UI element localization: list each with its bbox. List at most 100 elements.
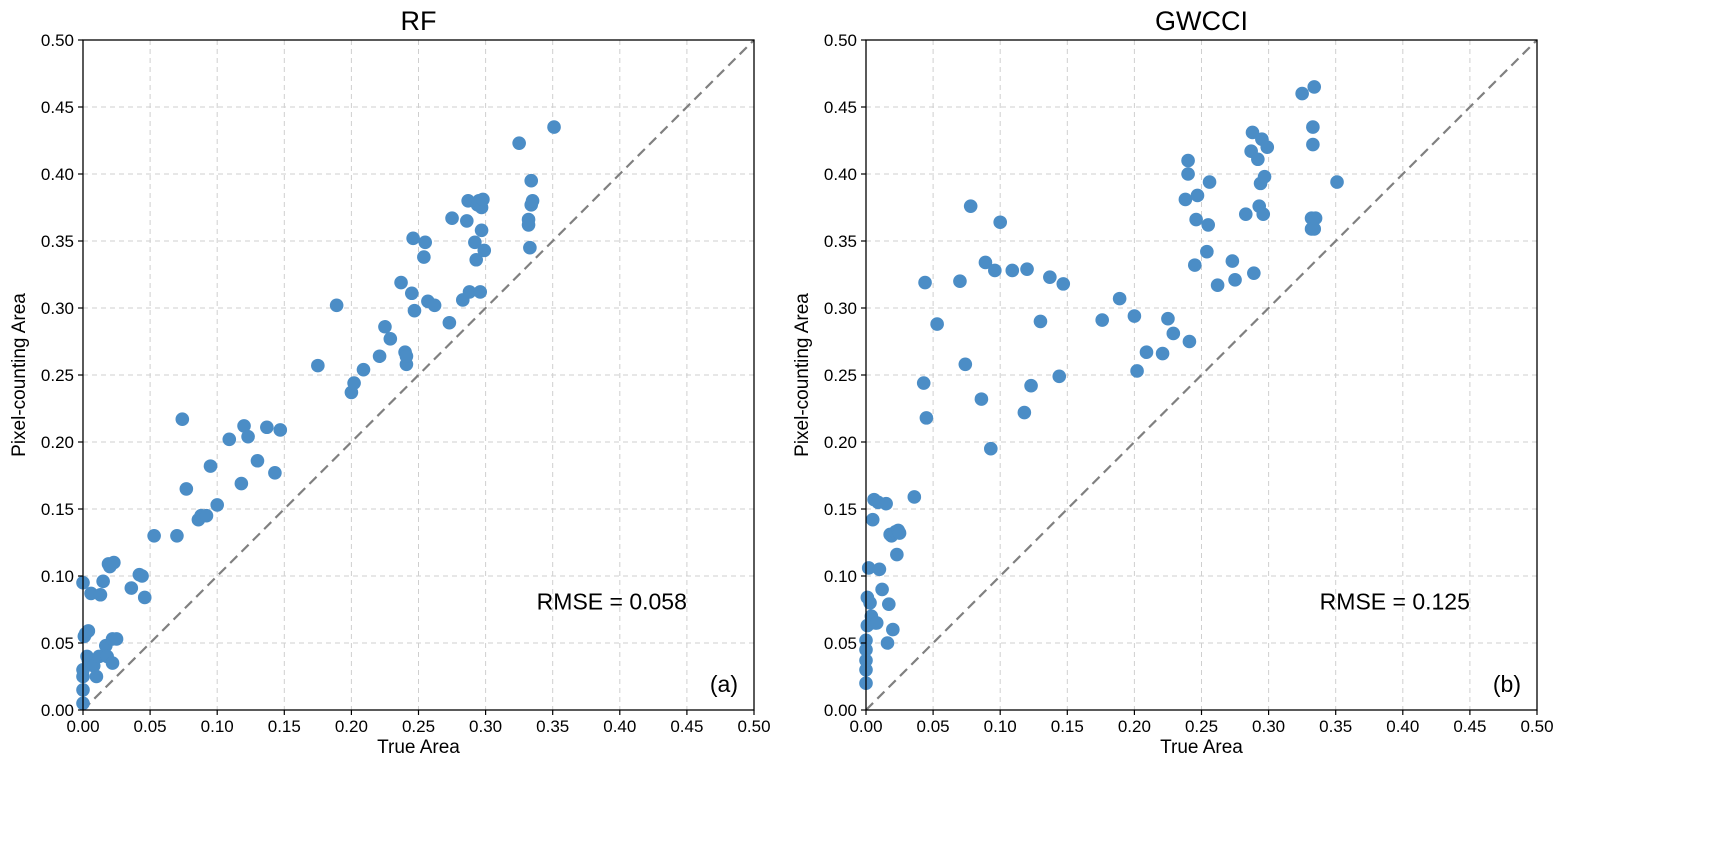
data-point (1225, 254, 1240, 268)
data-point (329, 298, 344, 313)
data-point (356, 362, 371, 377)
data-point (399, 349, 414, 364)
data-point (234, 476, 249, 491)
y-tick-label: 0.30 (41, 299, 74, 318)
panel-a: 0.000.00 0.05 0.05 0.10 0.10 0.15 0.15 0.20 0.20… (9, 6, 771, 758)
data-point (1187, 258, 1202, 272)
data-point (477, 243, 492, 258)
data-point (89, 669, 104, 684)
y-tick-label: 0.50 (824, 31, 857, 50)
data-point (378, 319, 392, 334)
data-point (203, 459, 218, 473)
data-point (1033, 314, 1048, 329)
y-tick-label: 0.00 (824, 701, 857, 720)
y-tick-label: 0.05 (824, 634, 857, 653)
y-tick-label: 0.45 (824, 98, 857, 117)
y-tick-label: 0.00 (41, 701, 74, 720)
data-point (993, 215, 1007, 230)
data-point (886, 622, 900, 637)
data-point (417, 250, 431, 264)
y-tick-label: 0.40 (824, 165, 857, 184)
x-tick-label: 0.50 (737, 717, 770, 736)
y-axis-label: Pixel-counting Area (9, 293, 30, 457)
data-point (241, 429, 255, 444)
data-point (953, 274, 967, 289)
x-tick-label: 0.05 (134, 717, 167, 736)
data-point (875, 582, 889, 597)
data-point (1306, 120, 1320, 134)
data-point (81, 624, 96, 638)
data-point (963, 199, 978, 213)
x-tick-label: 0.30 (1252, 717, 1285, 736)
data-point (107, 555, 121, 570)
data-point (273, 423, 288, 437)
data-point (442, 315, 457, 330)
x-tick-label: 0.45 (670, 717, 703, 736)
data-point (394, 275, 408, 290)
rmse-annotation: RMSE = 0.125 (1320, 589, 1470, 615)
data-point (109, 632, 124, 646)
data-point (347, 376, 361, 390)
y-tick-label: 0.25 (41, 366, 74, 385)
x-tick-label: 0.40 (603, 717, 636, 736)
data-point (930, 317, 944, 331)
data-point (210, 498, 224, 512)
data-point (383, 332, 398, 346)
y-axis-label: Pixel-counting Area (792, 293, 813, 457)
data-point (179, 482, 194, 496)
axis-ticks: 0.000.00 0.05 0.05 0.10 0.10 0.15 0.15 0.20 0.20… (41, 31, 771, 736)
data-point (1155, 346, 1170, 361)
x-tick-label: 0.10 (984, 717, 1017, 736)
y-tick-label: 0.20 (41, 433, 74, 452)
data-point (1182, 334, 1197, 349)
data-point (1330, 175, 1344, 189)
x-tick-label: 0.25 (1185, 717, 1218, 736)
data-point (1139, 345, 1154, 360)
data-point (861, 561, 876, 575)
data-point (1201, 218, 1216, 232)
data-point (974, 392, 989, 406)
chart-title: GWCCI (1155, 6, 1248, 36)
y-tick-label: 0.45 (41, 98, 74, 117)
y-tick-label: 0.10 (41, 567, 74, 586)
data-point (93, 587, 108, 602)
data-point (547, 120, 561, 134)
data-point (1166, 326, 1181, 341)
data-point (474, 223, 489, 238)
data-point (916, 376, 931, 390)
data-point (407, 303, 422, 318)
y-tick-label: 0.30 (824, 299, 857, 318)
data-point (958, 357, 973, 372)
x-tick-label: 0.00 (849, 717, 882, 736)
y-tick-label: 0.40 (41, 165, 74, 184)
x-tick-label: 0.20 (335, 717, 368, 736)
data-point (237, 419, 251, 433)
data-point (872, 562, 887, 577)
data-point (865, 512, 880, 527)
rmse-annotation: RMSE = 0.058 (537, 589, 687, 615)
data-point (907, 490, 922, 504)
data-point (863, 596, 877, 610)
x-tick-label: 0.35 (536, 717, 569, 736)
data-point (199, 508, 214, 523)
data-point (1005, 263, 1020, 278)
data-point (427, 298, 442, 313)
data-point (1228, 273, 1242, 287)
data-point (1024, 378, 1038, 393)
x-tick-label: 0.10 (201, 717, 234, 736)
data-point (469, 252, 484, 267)
data-point (521, 212, 536, 227)
panel-label: (b) (1493, 671, 1521, 697)
data-point (1181, 153, 1195, 168)
data-points (76, 120, 561, 711)
data-point (1181, 167, 1195, 181)
y-tick-label: 0.15 (41, 500, 74, 519)
data-point (175, 412, 190, 427)
data-point (879, 496, 893, 511)
data-point (311, 358, 325, 373)
data-point (1260, 140, 1275, 154)
y-tick-label: 0.50 (41, 31, 74, 50)
data-point (984, 441, 998, 456)
